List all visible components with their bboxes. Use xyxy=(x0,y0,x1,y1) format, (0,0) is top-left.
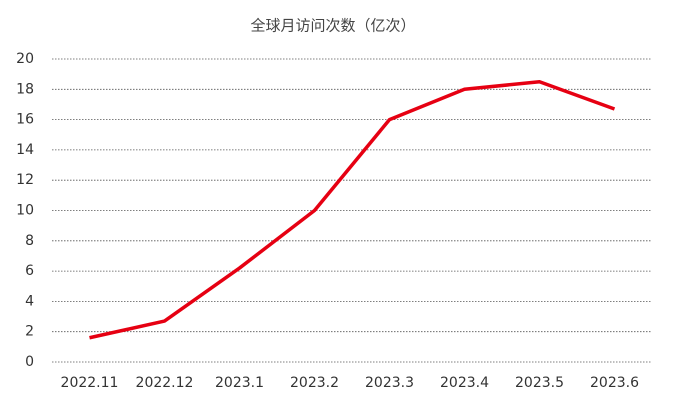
y-tick-label: 18 xyxy=(16,81,34,97)
y-tick-label: 20 xyxy=(16,51,34,67)
y-tick-label: 14 xyxy=(16,142,34,158)
y-tick-label: 0 xyxy=(25,354,34,370)
y-tick-label: 12 xyxy=(16,172,34,188)
y-tick-label: 4 xyxy=(25,293,34,309)
chart-title: 全球月访问次数（亿次） xyxy=(250,17,415,35)
x-tick-label: 2023.2 xyxy=(290,375,339,391)
y-tick-label: 16 xyxy=(16,112,34,128)
y-tick-label: 6 xyxy=(25,263,34,279)
x-tick-label: 2023.6 xyxy=(590,375,639,391)
x-tick-label: 2023.5 xyxy=(515,375,564,391)
x-tick-label: 2022.11 xyxy=(61,375,119,391)
line xyxy=(89,79,616,340)
y-tick-label: 8 xyxy=(25,233,34,249)
x-tick-label: 2022.12 xyxy=(136,375,194,391)
x-tick-label: 2023.3 xyxy=(365,375,414,391)
x-tick-label: 2023.1 xyxy=(215,375,264,391)
y-tick-label: 2 xyxy=(25,324,34,340)
x-tick-label: 2023.4 xyxy=(440,375,489,391)
y-tick-label: 10 xyxy=(16,203,34,219)
